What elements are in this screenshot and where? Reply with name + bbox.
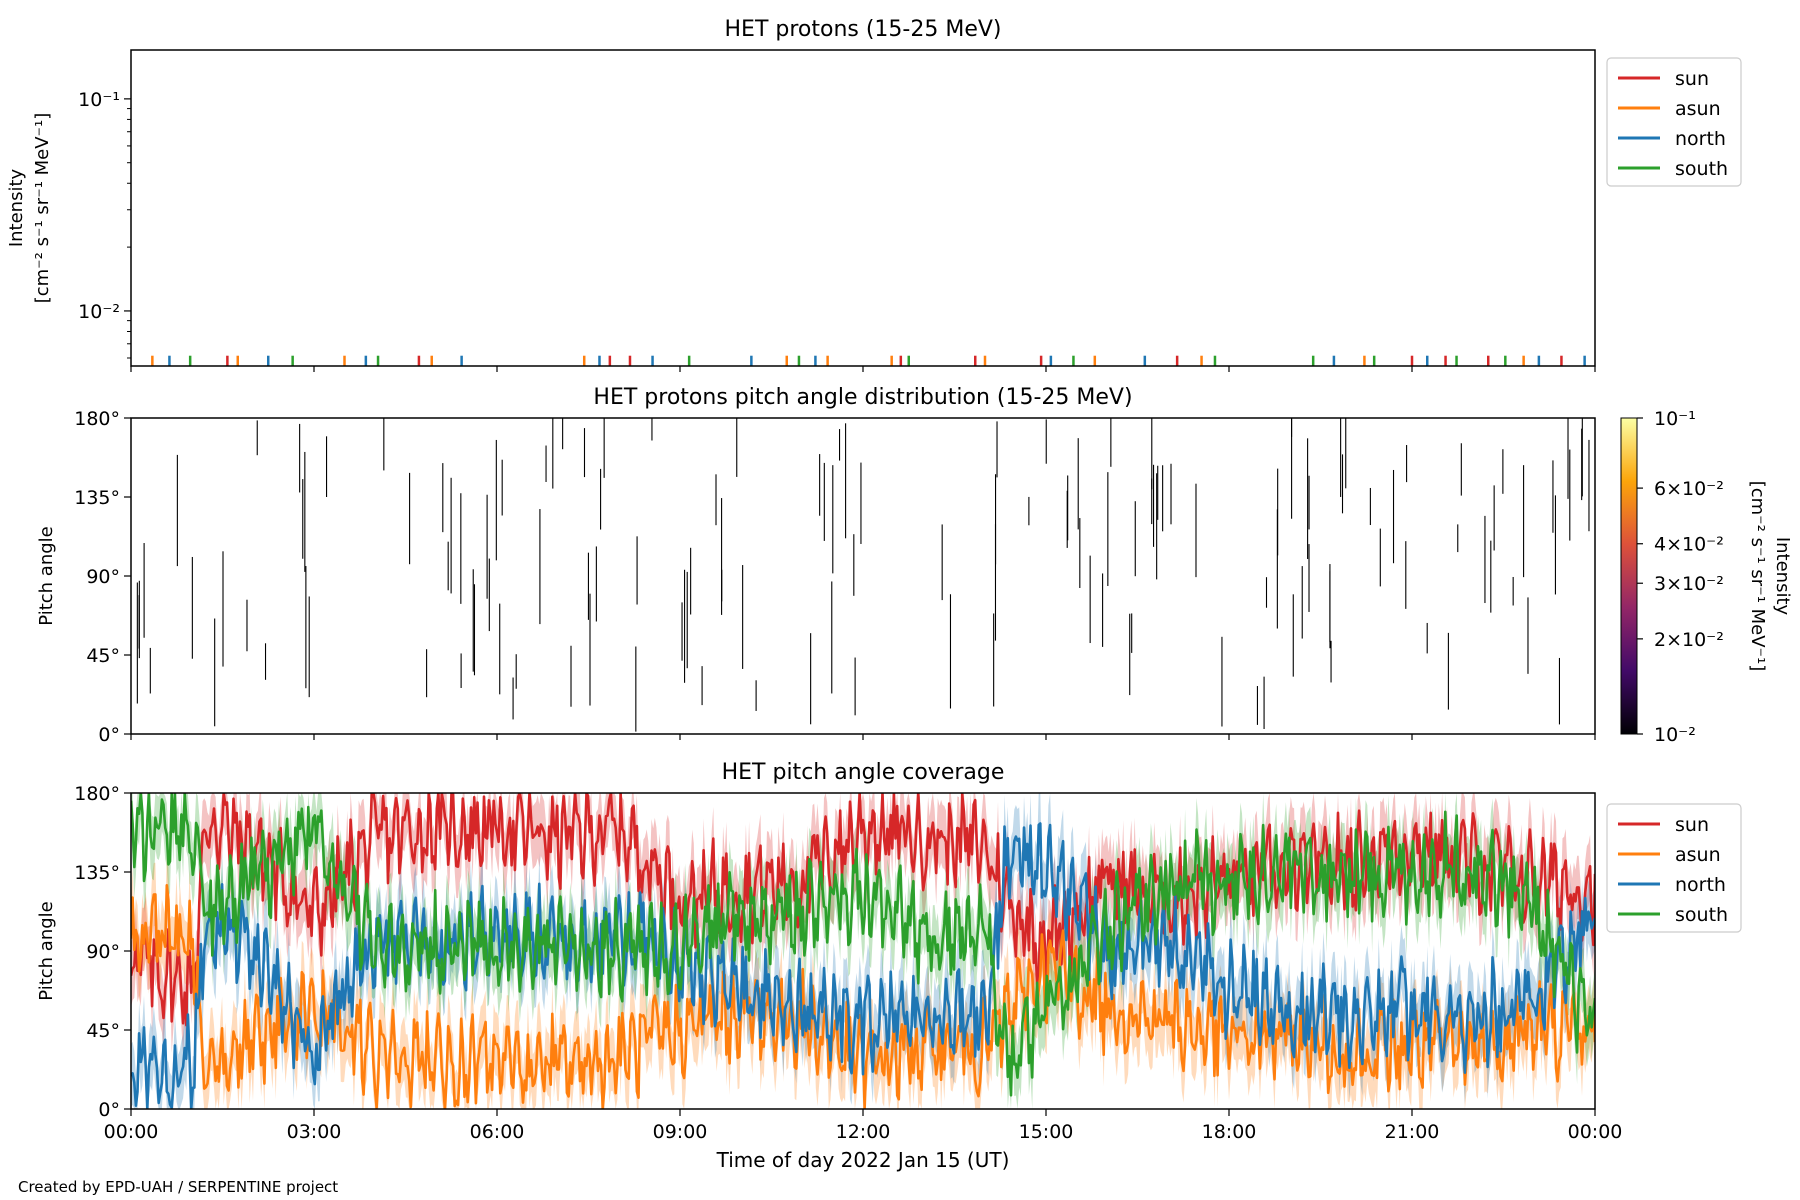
- legend-label-sun: sun: [1675, 814, 1709, 836]
- x-tick-label: 06:00: [470, 1121, 525, 1143]
- legend-label-asun: asun: [1675, 844, 1721, 866]
- colorbar-label-line2: [cm⁻² s⁻¹ sr⁻¹ MeV⁻¹]: [1747, 481, 1768, 672]
- panel3-ylabel: Pitch angle: [36, 901, 57, 1000]
- legend-box: [1606, 803, 1742, 933]
- panel1-axes-frame: [130, 49, 1596, 367]
- colorbar-tick-label: 2×10⁻²: [1654, 629, 1724, 651]
- panel2-ylabel: Pitch angle: [36, 526, 57, 625]
- x-tick-label: 00:00: [1568, 1121, 1623, 1143]
- y-tick-label: 0°: [98, 724, 120, 746]
- colorbar-tick-label: 4×10⁻²: [1654, 534, 1724, 556]
- y-tick-label: 180°: [74, 408, 120, 430]
- panel-coverage: HET pitch angle coverage 0° 45° 90° 135° 180…: [36, 760, 1742, 1172]
- x-tick-label: 09:00: [653, 1121, 708, 1143]
- legend-label-asun: asun: [1675, 98, 1721, 120]
- x-tick-label: 21:00: [1385, 1121, 1440, 1143]
- legend-label-south: south: [1675, 904, 1728, 926]
- legend-label-sun: sun: [1675, 68, 1709, 90]
- coverage-band-sun: [131, 793, 1595, 1057]
- legend-label-north: north: [1675, 128, 1726, 150]
- y-tick-label: 90°: [86, 941, 120, 963]
- coverage-line-sun: [131, 793, 1595, 1027]
- panel-intensity: HET protons (15-25 MeV) 10⁻² 10⁻¹ Intensi…: [6, 17, 1742, 367]
- legend-label-north: north: [1675, 874, 1726, 896]
- panel1-legend: sun asun north south: [1606, 57, 1742, 187]
- y-tick-label: 45°: [86, 1020, 120, 1042]
- x-tick-label: 18:00: [1202, 1121, 1257, 1143]
- coverage-line-north: [131, 822, 1595, 1109]
- panel1-ylabel-line2: [cm⁻² s⁻¹ sr⁻¹ MeV⁻¹]: [32, 113, 53, 304]
- colorbar-label-line1: Intensity: [1772, 537, 1793, 616]
- y-tick-label: 0°: [98, 1099, 120, 1121]
- x-tick-label: 03:00: [287, 1121, 342, 1143]
- y-tick-label: 180°: [74, 783, 120, 805]
- panel3-title: HET pitch angle coverage: [722, 760, 1005, 785]
- x-tick-label: 15:00: [1019, 1121, 1074, 1143]
- panel2-axes-frame: [130, 417, 1596, 735]
- panel2-title: HET protons pitch angle distribution (15…: [593, 385, 1132, 410]
- panel1-ylabel-line1: Intensity: [6, 168, 27, 247]
- panel1-title: HET protons (15-25 MeV): [725, 17, 1002, 42]
- y-tick-label: 10⁻²: [78, 301, 120, 323]
- colorbar-tick-label: 10⁻²: [1654, 724, 1696, 746]
- y-tick-label: 90°: [86, 566, 120, 588]
- colorbar-tick-label: 3×10⁻²: [1654, 573, 1724, 595]
- y-tick-label: 135°: [74, 862, 120, 884]
- coverage-line-south: [131, 793, 1595, 1097]
- y-tick-label: 135°: [74, 487, 120, 509]
- legend-label-south: south: [1675, 158, 1728, 180]
- legend-box: [1606, 57, 1742, 187]
- y-tick-label: 10⁻¹: [78, 89, 120, 111]
- panel-pad: HET protons pitch angle distribution (15…: [36, 385, 1793, 746]
- panel3-legend: sun asun north south: [1606, 803, 1742, 933]
- colorbar: [1620, 417, 1638, 735]
- x-tick-label: 12:00: [836, 1121, 891, 1143]
- y-tick-label: 45°: [86, 645, 120, 667]
- footer-credit: Created by EPD-UAH / SERPENTINE project: [18, 1178, 339, 1196]
- x-axis-label: Time of day 2022 Jan 15 (UT): [716, 1148, 1010, 1172]
- colorbar-tick-label: 10⁻¹: [1654, 408, 1696, 430]
- x-tick-label: 00:00: [104, 1121, 159, 1143]
- colorbar-tick-label: 6×10⁻²: [1654, 478, 1724, 500]
